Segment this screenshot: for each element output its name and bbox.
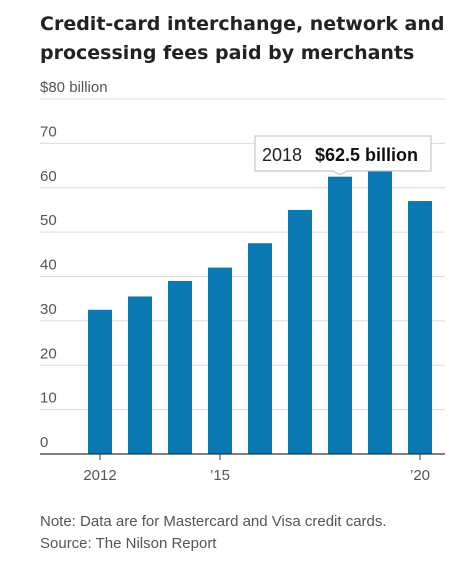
y-tick-label: 10 [40,390,57,407]
x-tick-label: ’15 [210,467,230,484]
bar-2014 [168,280,192,454]
bar-2018 [328,176,352,454]
y-tick-label: 40 [40,257,57,274]
callout-value: $62.5 billion [315,145,418,165]
y-axis-top-label: $80 billion [40,79,108,96]
callout-year: 2018 [262,145,302,165]
chart-title: Credit-card interchange, network and pro… [40,13,445,64]
callout: 2018 $62.5 billion [254,135,432,176]
bar-2016 [248,243,272,454]
bar-2015 [208,267,232,454]
chart-footer: Note: Data are for Mastercard and Visa c… [40,511,387,555]
bar-2019 [368,152,392,454]
y-tick-label: 30 [40,301,57,318]
y-tick-label: 20 [40,345,57,362]
x-tick-label: ’20 [410,467,430,484]
y-tick-label: 60 [40,168,57,185]
bar-2012 [88,309,112,454]
footnote: Note: Data are for Mastercard and Visa c… [40,513,387,530]
bar-2017 [288,209,312,454]
axes: 0 10 20 30 40 50 60 70 $80 billion 2012 ’15 ’20 [40,79,445,484]
callout-box [254,135,432,176]
x-tick-label: 2012 [83,467,116,484]
bar-2013 [128,296,152,454]
y-tick-label: 50 [40,212,57,229]
source-note: Source: The Nilson Report [40,535,217,552]
bar-chart: 0 10 20 30 40 50 60 70 $80 billion 2012 ’15 ’20 201… [40,79,445,484]
bar-2020 [408,201,432,454]
y-tick-label: 0 [40,434,48,451]
bars [88,152,432,454]
y-tick-label: 70 [40,123,57,140]
